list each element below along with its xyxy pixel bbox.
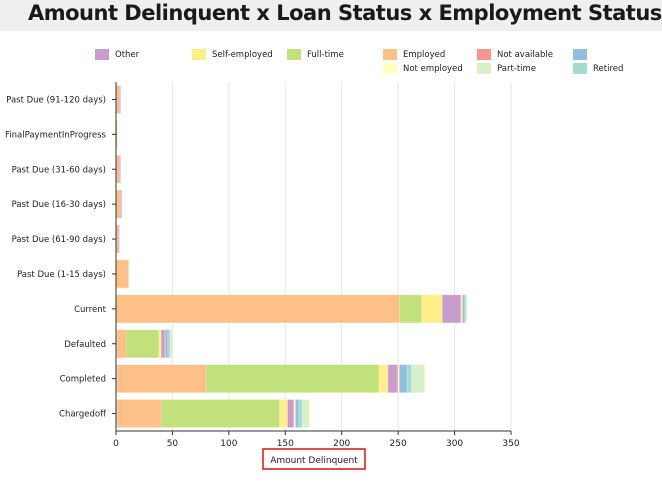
bar-segment (462, 294, 465, 324)
legend-swatch (383, 49, 397, 60)
bar-segment (115, 294, 400, 324)
x-tick-label: 350 (502, 439, 519, 449)
bar-segment (118, 224, 120, 254)
x-tick-label: 100 (220, 439, 237, 449)
bar-segment (206, 364, 380, 393)
bar-segment (164, 329, 166, 358)
legend-swatch (383, 63, 397, 74)
bar-segment (165, 329, 169, 358)
bar-segment (301, 399, 310, 428)
y-tick-label: Completed (60, 375, 106, 385)
legend-swatch (573, 63, 587, 74)
x-tick-label: 300 (446, 439, 463, 449)
bar-segment (287, 399, 294, 428)
legend-swatch (477, 49, 491, 60)
bar-segment (116, 329, 127, 358)
bar-series (115, 85, 468, 428)
bar-segment (119, 85, 121, 114)
legend-label: Retired (593, 64, 623, 74)
x-tick-label: 0 (113, 439, 119, 449)
bar-segment (295, 399, 300, 428)
bar-segment (115, 155, 120, 184)
bar-segment (378, 364, 389, 393)
bar-segment (120, 189, 122, 219)
legend-swatch (95, 49, 109, 60)
x-tick-label: 150 (277, 439, 294, 449)
bar-segment (116, 399, 162, 428)
legend-swatch (573, 49, 587, 60)
bar-segment (116, 364, 207, 393)
bar-segment (158, 329, 162, 358)
bar-segment (399, 364, 408, 393)
bar-segment (411, 364, 425, 393)
bar-segment (128, 259, 130, 289)
x-axis-label: Amount Delinquent (270, 456, 358, 466)
y-tick-label: Current (74, 305, 107, 315)
bar-segment (169, 329, 173, 358)
bar-segment (441, 294, 461, 324)
title-bar: Amount Delinquent x Loan Status x Employ… (0, 0, 662, 31)
y-tick-label: Past Due (61-90 days) (12, 235, 106, 245)
legend-swatch (477, 63, 491, 74)
y-tick-label: Past Due (91-120 days) (6, 95, 106, 105)
legend-label: Part-time (497, 64, 536, 74)
bar-segment (167, 329, 171, 358)
bar-segment (465, 294, 468, 324)
bar-segment (423, 364, 426, 393)
bar-segment (115, 189, 121, 219)
x-axis-label-box (262, 448, 366, 470)
bar-segment (308, 399, 311, 428)
bar-segment (399, 294, 423, 324)
bar-segment (160, 399, 280, 428)
legend-swatch (192, 49, 206, 60)
y-tick-label: Chargedoff (59, 410, 107, 420)
legend-label: Other (115, 50, 140, 60)
bar-segment (279, 399, 288, 428)
y-tick-label: Past Due (31-60 days) (12, 165, 106, 175)
axes: 0 50 100 150 200 250 300 350 Past Due (91-120 da… (5, 82, 520, 449)
legend-label: Not employed (403, 64, 463, 74)
legend-swatch (287, 49, 301, 60)
x-tick-label: 250 (390, 439, 407, 449)
bar-segment (119, 155, 121, 184)
bar-segment (115, 85, 120, 114)
bar-segment (160, 329, 165, 358)
legend-label: Not available (497, 50, 553, 60)
x-tick-label: 200 (333, 439, 350, 449)
chart-title: Amount Delinquent x Loan Status x Employ… (28, 1, 662, 25)
legend-label: Full-time (307, 50, 344, 60)
legend: Other Self-employed Full-time Employed Not a… (95, 49, 623, 74)
x-tick-label: 50 (167, 439, 179, 449)
legend-label: Self-employed (212, 50, 273, 60)
y-tick-label: Past Due (1-15 days) (17, 270, 106, 280)
y-tick-label: Past Due (16-30 days) (12, 200, 106, 210)
bar-segment (115, 259, 129, 289)
y-tick-label: Defaulted (64, 340, 106, 350)
bar-segment (292, 399, 295, 428)
bar-segment (421, 294, 443, 324)
y-tick-label: FinalPaymentInProgress (5, 130, 107, 140)
legend-label: Employed (403, 50, 445, 60)
bar-segment (125, 329, 160, 358)
bar-segment (387, 364, 398, 393)
bar-segment (406, 364, 412, 393)
bar-segment (298, 399, 303, 428)
